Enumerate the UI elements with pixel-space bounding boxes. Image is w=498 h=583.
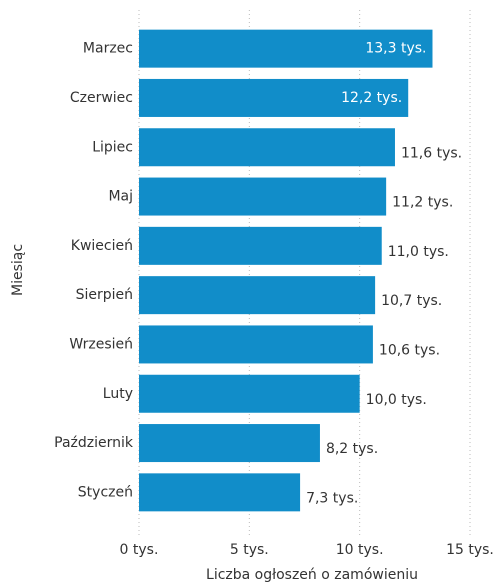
bar <box>139 29 433 68</box>
y-tick-label: Luty <box>103 386 133 402</box>
value-label: 8,2 tys. <box>326 441 378 457</box>
value-label: 12,2 tys. <box>341 90 402 106</box>
value-label: 11,2 tys. <box>392 195 453 211</box>
y-tick-label: Styczeń <box>78 484 133 500</box>
y-tick-label: Październik <box>54 435 134 451</box>
value-label: 7,3 tys. <box>306 490 358 506</box>
value-label: 11,0 tys. <box>388 244 449 260</box>
bar <box>139 374 360 413</box>
value-label: 10,0 tys. <box>366 392 427 408</box>
y-tick-label: Lipiec <box>92 139 133 155</box>
bar <box>139 78 409 117</box>
x-tick-label: 5 tys. <box>230 542 269 558</box>
value-label: 13,3 tys. <box>365 41 426 57</box>
y-tick-label: Kwiecień <box>71 238 133 254</box>
y-tick-label: Marzec <box>83 41 133 57</box>
bar <box>139 325 373 364</box>
x-tick-label: 15 tys. <box>446 542 494 558</box>
bar <box>139 473 301 512</box>
x-tick-label: 10 tys. <box>336 542 384 558</box>
y-tick-label: Sierpień <box>76 287 133 303</box>
value-label: 10,6 tys. <box>379 342 440 358</box>
bar <box>139 276 376 315</box>
y-axis-label: Miesiąc <box>10 244 26 296</box>
y-tick-label: Czerwiec <box>70 90 133 106</box>
x-axis-label: Liczba ogłoszeń o zamówieniu <box>206 567 418 583</box>
y-tick-label: Maj <box>108 189 133 205</box>
x-tick-label: 0 tys. <box>120 542 159 558</box>
bar <box>139 424 320 463</box>
bar <box>139 128 395 167</box>
y-tick-label: Wrzesień <box>69 336 133 352</box>
bar <box>139 177 387 216</box>
value-label: 10,7 tys. <box>381 293 442 309</box>
bar <box>139 226 382 265</box>
value-label: 11,6 tys. <box>401 145 462 161</box>
